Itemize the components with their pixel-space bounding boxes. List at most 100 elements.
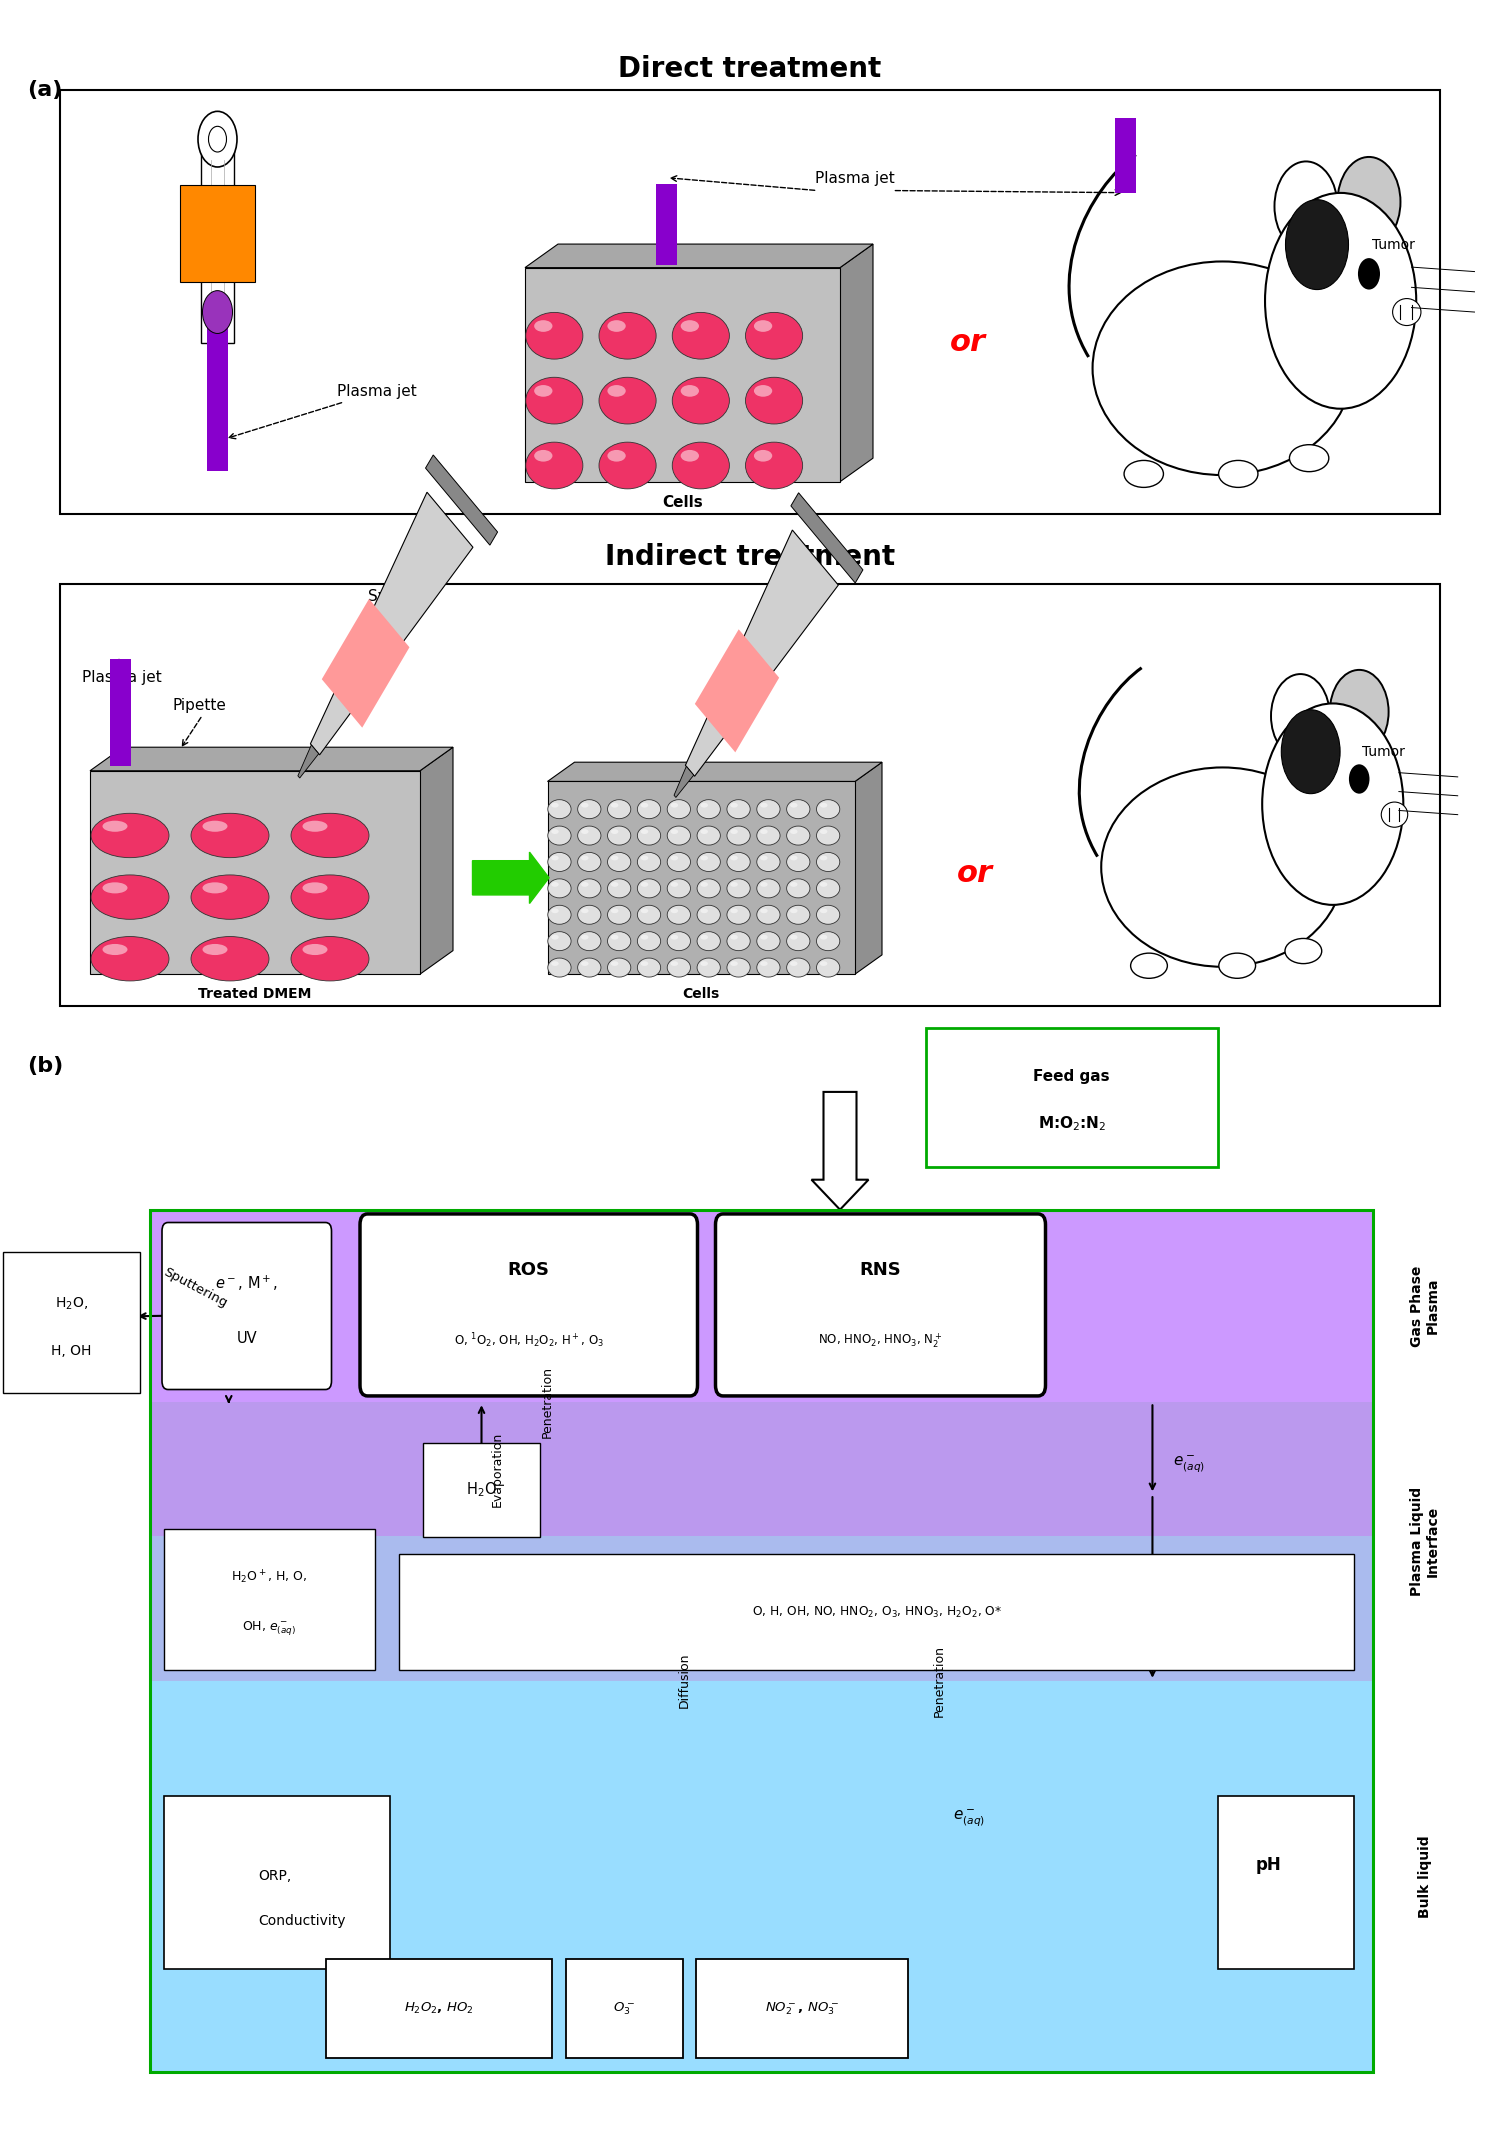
Text: UV: UV [237,1332,256,1347]
Ellipse shape [550,961,558,966]
Ellipse shape [580,961,588,966]
Ellipse shape [681,450,699,462]
Ellipse shape [580,829,588,835]
Text: Penetration: Penetration [540,1366,554,1439]
Ellipse shape [548,931,572,951]
Text: O, $^1$O$_2$, OH, H$_2$O$_2$, H$^+$, O$_3$: O, $^1$O$_2$, OH, H$_2$O$_2$, H$^+$, O$_… [453,1332,604,1349]
Ellipse shape [1101,766,1344,968]
Circle shape [1281,711,1340,794]
Ellipse shape [548,801,572,818]
Text: $O_3^-$: $O_3^-$ [614,2000,634,2017]
Ellipse shape [580,908,588,914]
Ellipse shape [610,936,618,940]
Ellipse shape [291,936,369,981]
Text: Evaporation: Evaporation [490,1432,504,1507]
Ellipse shape [786,826,810,846]
Ellipse shape [610,908,618,914]
Polygon shape [525,244,873,268]
Ellipse shape [670,829,678,835]
Ellipse shape [786,957,810,976]
FancyBboxPatch shape [566,1959,682,2058]
Ellipse shape [608,321,625,332]
Ellipse shape [610,829,618,835]
Text: Plasma Liquid
Interface: Plasma Liquid Interface [1410,1488,1440,1595]
Ellipse shape [730,908,738,914]
Ellipse shape [700,856,708,861]
Ellipse shape [821,882,828,886]
FancyBboxPatch shape [164,1529,375,1670]
Ellipse shape [700,908,708,914]
Text: H$_2$O,: H$_2$O, [54,1295,88,1312]
Ellipse shape [668,878,690,897]
Bar [110,659,130,766]
Ellipse shape [638,957,660,976]
Text: Syringe: Syringe [369,589,426,604]
Ellipse shape [638,878,660,897]
Bar [201,139,234,343]
Ellipse shape [550,803,558,807]
Ellipse shape [760,803,768,807]
FancyBboxPatch shape [1218,1796,1354,1970]
Ellipse shape [790,856,798,861]
FancyBboxPatch shape [399,1554,1354,1670]
Ellipse shape [670,856,678,861]
Ellipse shape [700,936,708,940]
Circle shape [1264,193,1416,409]
Ellipse shape [786,801,810,818]
Ellipse shape [550,882,558,886]
Ellipse shape [786,878,810,897]
Ellipse shape [578,906,602,925]
Ellipse shape [578,801,602,818]
Ellipse shape [638,801,660,818]
Text: OH, $e^-_{(aq)}$: OH, $e^-_{(aq)}$ [243,1621,296,1638]
Ellipse shape [698,931,720,951]
Ellipse shape [728,931,750,951]
Text: M:O$_2$:N$_2$: M:O$_2$:N$_2$ [1038,1113,1106,1133]
Text: (b): (b) [27,1056,63,1077]
FancyBboxPatch shape [162,1223,332,1390]
Ellipse shape [190,814,268,859]
Ellipse shape [1286,938,1322,963]
Ellipse shape [760,882,768,886]
Text: NO, HNO$_2$, HNO$_3$, N$_2^+$: NO, HNO$_2$, HNO$_3$, N$_2^+$ [819,1332,942,1349]
Ellipse shape [790,961,798,966]
Ellipse shape [534,450,552,462]
Circle shape [1330,670,1389,754]
FancyBboxPatch shape [926,1028,1218,1167]
Ellipse shape [102,820,128,831]
Polygon shape [855,762,882,974]
Text: Treated DMEM: Treated DMEM [198,987,312,1002]
Ellipse shape [1131,953,1167,978]
Text: Plasma jet: Plasma jet [82,670,162,685]
Ellipse shape [578,931,602,951]
Ellipse shape [816,957,840,976]
Ellipse shape [303,882,327,893]
Ellipse shape [698,852,720,871]
Ellipse shape [578,852,602,871]
Ellipse shape [668,906,690,925]
Polygon shape [420,747,453,974]
Text: or: or [950,328,986,358]
Circle shape [1262,704,1404,906]
Ellipse shape [790,803,798,807]
Ellipse shape [758,801,780,818]
Ellipse shape [1092,261,1353,475]
Ellipse shape [816,826,840,846]
Ellipse shape [816,801,840,818]
Ellipse shape [190,876,268,918]
Text: Cells: Cells [682,987,720,1002]
Text: Gas Phase
Plasma: Gas Phase Plasma [1410,1265,1440,1347]
Ellipse shape [640,829,648,835]
Ellipse shape [548,878,572,897]
Ellipse shape [92,876,170,918]
Ellipse shape [580,936,588,940]
Text: H, OH: H, OH [51,1345,92,1357]
Text: $e^-_{(aq)}$: $e^-_{(aq)}$ [952,1807,986,1828]
Ellipse shape [816,931,840,951]
Ellipse shape [1382,803,1407,826]
Ellipse shape [754,321,772,332]
Ellipse shape [730,882,738,886]
Bar [525,268,840,482]
Ellipse shape [700,882,708,886]
Text: H$_2$O: H$_2$O [466,1479,496,1499]
